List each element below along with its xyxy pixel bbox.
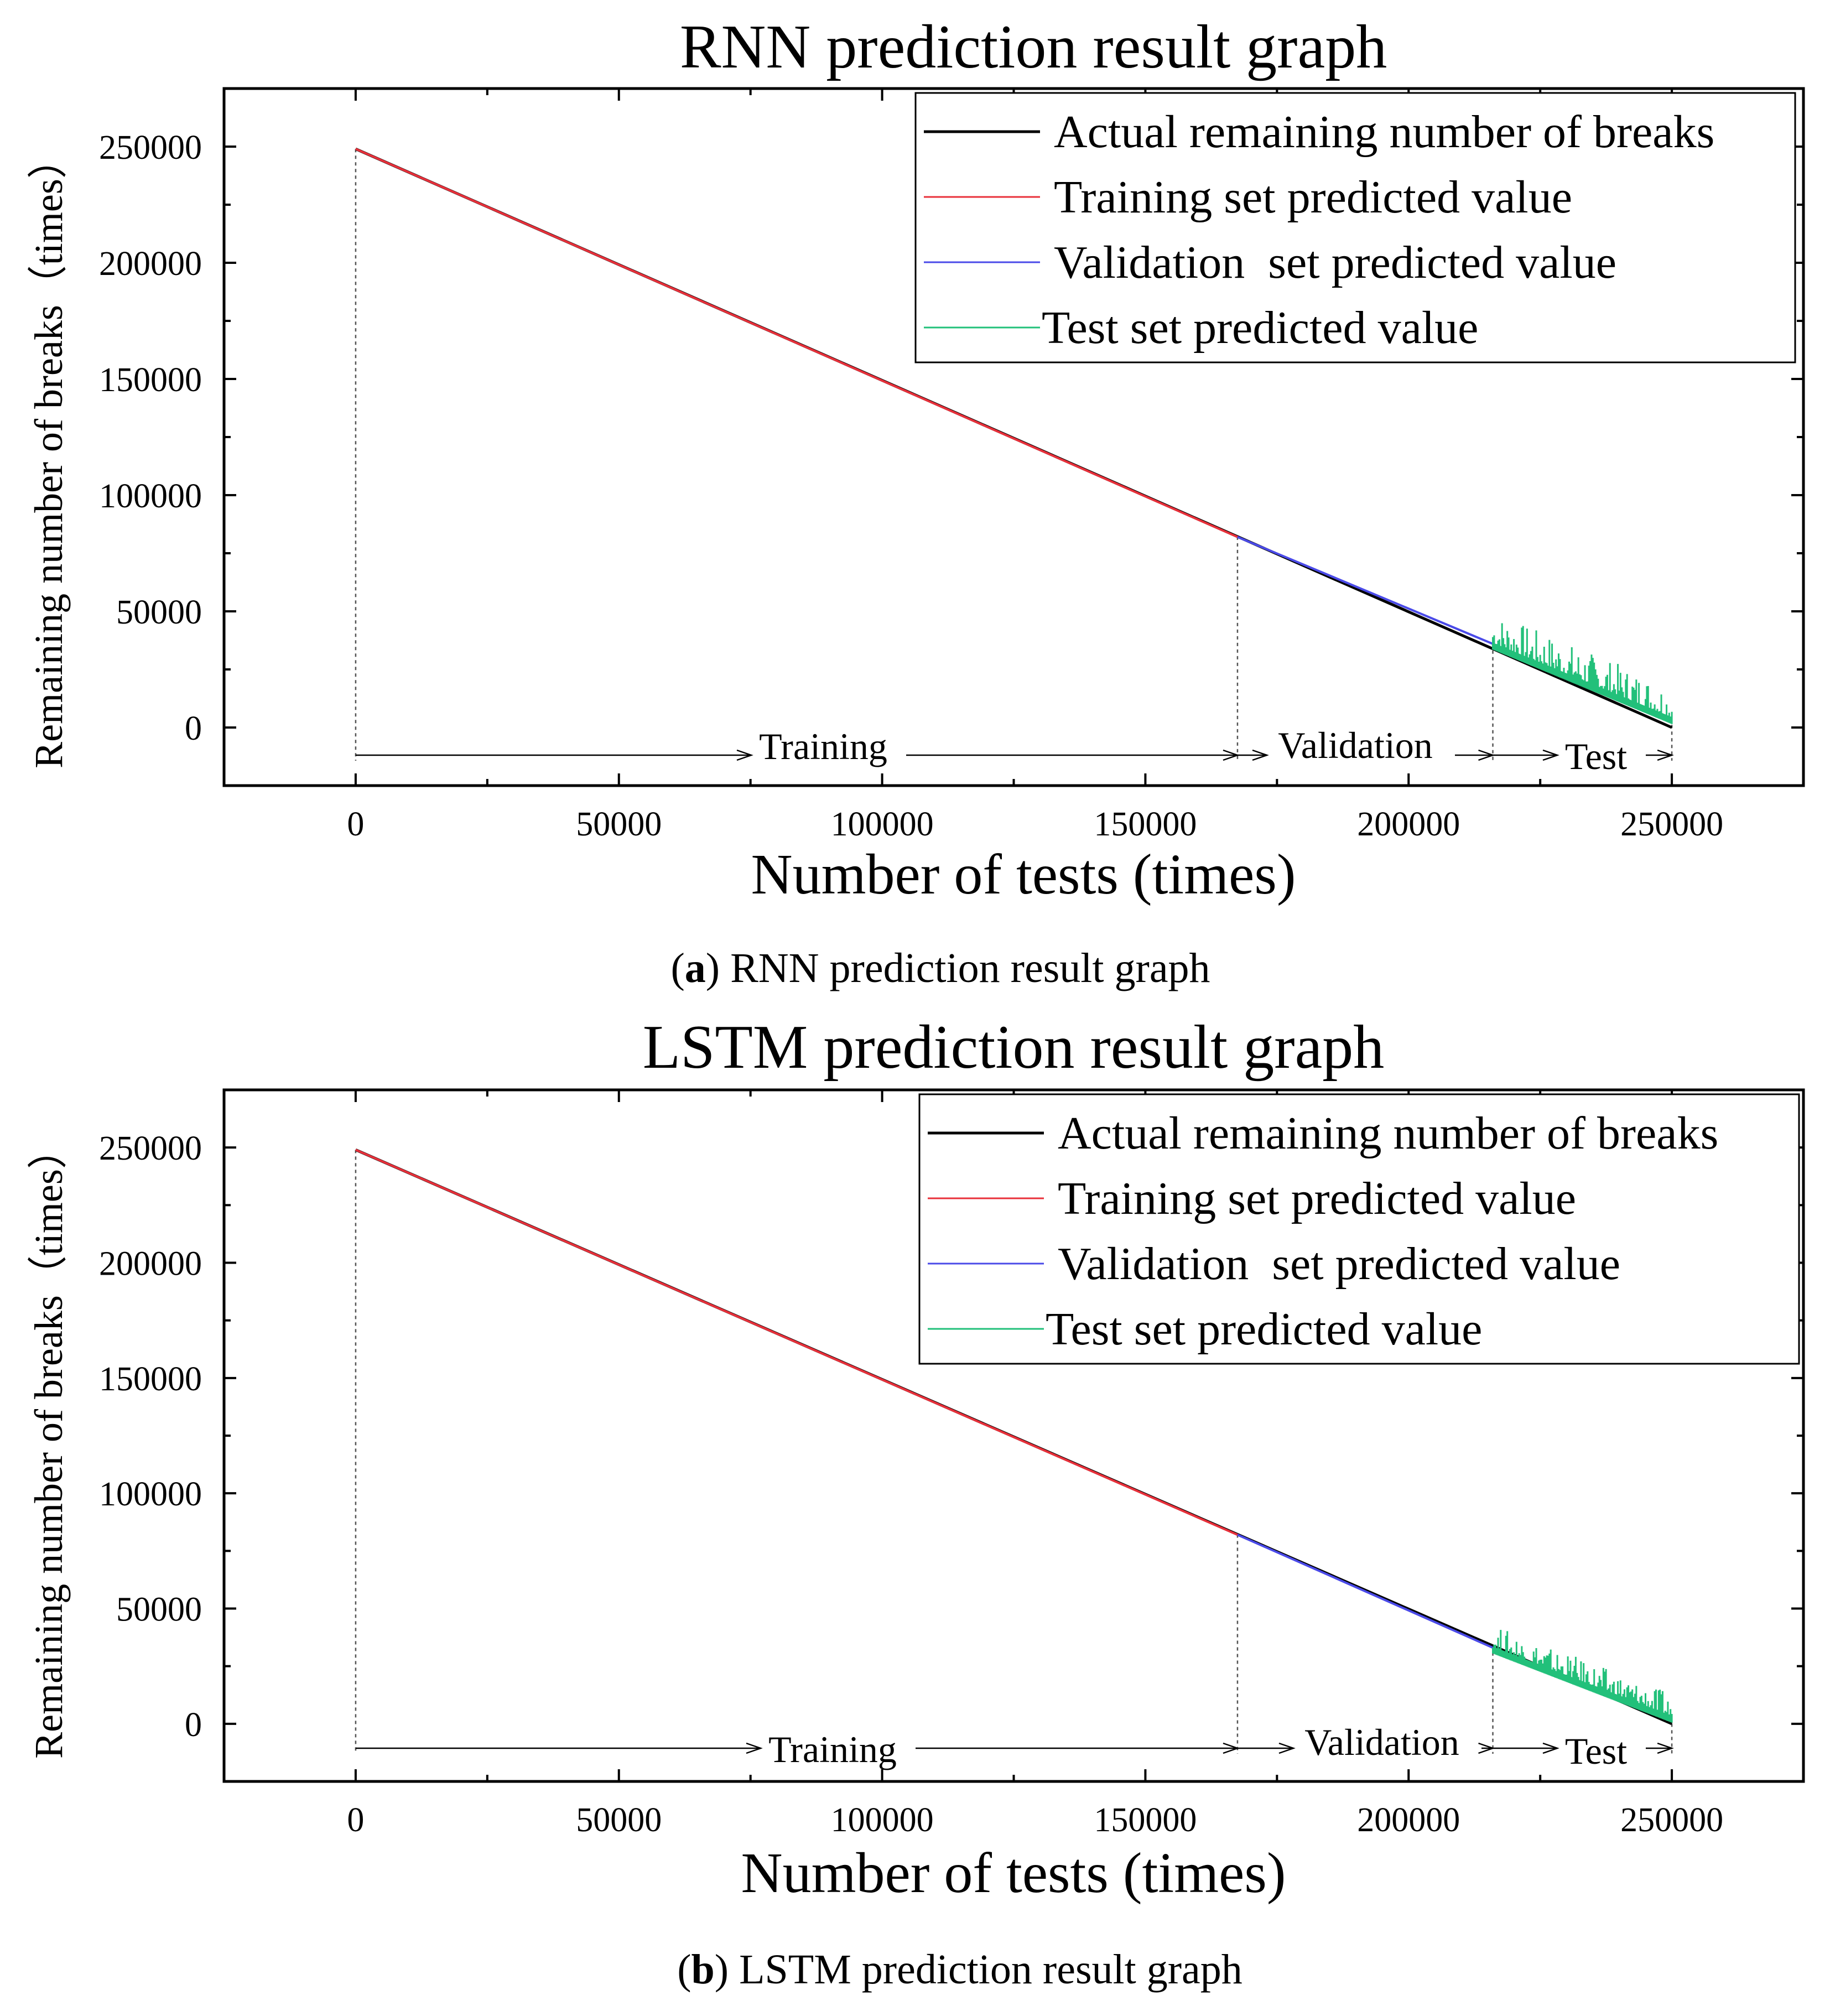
y-axis-label: Remaining number of breaks（times） — [27, 139, 71, 768]
plot-series — [355, 147, 1673, 729]
y-tick-label: 150000 — [99, 1360, 202, 1398]
y-tick-label: 150000 — [99, 361, 202, 399]
legend-label-training-set-predicted-value: Training set predicted value — [1054, 172, 1572, 223]
legend-label-validation-set-predicted-value: Validation set predicted value — [1058, 1238, 1620, 1290]
legend-label-actual-remaining-number-of-breaks: Actual remaining number of breaks — [1058, 1108, 1718, 1159]
x-tick-label: 100000 — [831, 806, 934, 843]
y-tick-label: 250000 — [99, 1130, 202, 1167]
legend-box — [914, 92, 1796, 363]
series-test-set-spread — [1492, 1630, 1673, 1723]
x-tick-label: 50000 — [576, 806, 662, 843]
chart-panel-a: RNN prediction result graph 0 50000 100000… — [27, 13, 1805, 991]
caption-text: RNN prediction result graph — [730, 945, 1210, 991]
y-axis-ticks: 0 50000 100000 150000 200000 250000 — [99, 87, 1803, 787]
region-arrow-head — [1542, 749, 1559, 761]
region-arrow-head — [1542, 1742, 1559, 1754]
region-arrow-head — [1657, 749, 1674, 761]
region-label-validation: Validation — [1278, 724, 1433, 766]
x-tick-label: 250000 — [1620, 806, 1723, 843]
x-tick-label: 0 — [347, 1801, 364, 1839]
region-arrow-head — [736, 749, 753, 761]
y-tick-label: 50000 — [116, 594, 202, 631]
legend-label-validation-set-predicted-value: Validation set predicted value — [1054, 237, 1616, 288]
y-tick-label: 100000 — [99, 1475, 202, 1513]
x-tick-label: 50000 — [576, 1801, 662, 1839]
region-label-test: Test — [1565, 1730, 1627, 1772]
legend-label-actual-remaining-number-of-breaks: Actual remaining number of breaks — [1054, 106, 1714, 158]
region-label-training: Training — [768, 1728, 897, 1770]
figure-caption: (a) RNN prediction result graph — [670, 945, 1210, 991]
region-arrow-head — [1657, 1742, 1674, 1754]
region-annotations: Training Validation Test — [355, 1721, 1674, 1772]
series-test-set-spread — [1492, 623, 1673, 724]
legend-label-test-set-predicted-value: Test set predicted value — [1046, 1303, 1482, 1355]
region-arrow-head — [1252, 749, 1269, 761]
caption-label: b — [692, 1946, 715, 1993]
plot-series — [355, 1149, 1673, 1726]
x-tick-label: 250000 — [1620, 1801, 1723, 1839]
caption-label: a — [685, 945, 706, 991]
caption-text: LSTM prediction result graph — [739, 1946, 1242, 1993]
x-axis-label: Number of tests (times) — [751, 843, 1296, 906]
series-training-set-predicted-value — [355, 148, 1238, 538]
chart-title: RNN prediction result graph — [680, 13, 1387, 81]
x-axis-ticks: 0 50000 100000 150000 200000 250000 — [223, 1090, 1805, 1839]
y-tick-label: 50000 — [116, 1591, 202, 1629]
x-tick-label: 100000 — [831, 1801, 934, 1839]
legend: Actual remaining number of breaks Trainin… — [918, 1093, 1800, 1365]
series-validation-set-predicted-value — [1237, 1534, 1494, 1649]
plot-guides — [355, 1150, 1673, 1754]
x-axis-label: Number of tests (times) — [741, 1841, 1286, 1905]
x-tick-label: 150000 — [1094, 806, 1197, 843]
legend: Actual remaining number of breaks Trainin… — [914, 92, 1796, 363]
x-tick-label: 0 — [347, 806, 364, 843]
y-tick-label: 0 — [185, 710, 202, 747]
region-arrow-head — [1278, 1742, 1296, 1754]
y-axis-label: Remaining number of breaks（times） — [27, 1129, 71, 1759]
figure-caption: (b) LSTM prediction result graph — [677, 1946, 1242, 1993]
region-label-validation: Validation — [1304, 1721, 1459, 1763]
region-label-test: Test — [1565, 735, 1627, 777]
series-validation-set-predicted-value — [1237, 536, 1494, 645]
legend-label-training-set-predicted-value: Training set predicted value — [1058, 1173, 1576, 1224]
region-label-training: Training — [759, 725, 887, 767]
legend-label-test-set-predicted-value: Test set predicted value — [1042, 302, 1478, 354]
region-arrow-head — [746, 1742, 763, 1754]
legend-entries: Actual remaining number of breaks Trainin… — [924, 106, 1714, 354]
x-tick-label: 200000 — [1357, 806, 1460, 843]
chart-title: LSTM prediction result graph — [643, 1013, 1385, 1082]
y-tick-label: 200000 — [99, 245, 202, 283]
y-tick-label: 250000 — [99, 129, 202, 167]
y-tick-label: 100000 — [99, 477, 202, 515]
y-tick-label: 0 — [185, 1706, 202, 1744]
plot-guides — [355, 149, 1673, 761]
legend-entries: Actual remaining number of breaks Trainin… — [928, 1108, 1718, 1355]
series-training-set-predicted-value — [355, 1149, 1238, 1536]
legend-box — [918, 1093, 1800, 1365]
y-tick-label: 200000 — [99, 1245, 202, 1283]
region-annotations: Training Validation Test — [355, 724, 1674, 777]
chart-panel-b: LSTM prediction result graph 0 50000 10000… — [27, 1013, 1805, 1993]
x-tick-label: 200000 — [1357, 1801, 1460, 1839]
x-axis-ticks: 0 50000 100000 150000 200000 250000 — [223, 89, 1805, 843]
y-axis-ticks: 0 50000 100000 150000 200000 250000 — [99, 1089, 1803, 1783]
x-tick-label: 150000 — [1094, 1801, 1197, 1839]
